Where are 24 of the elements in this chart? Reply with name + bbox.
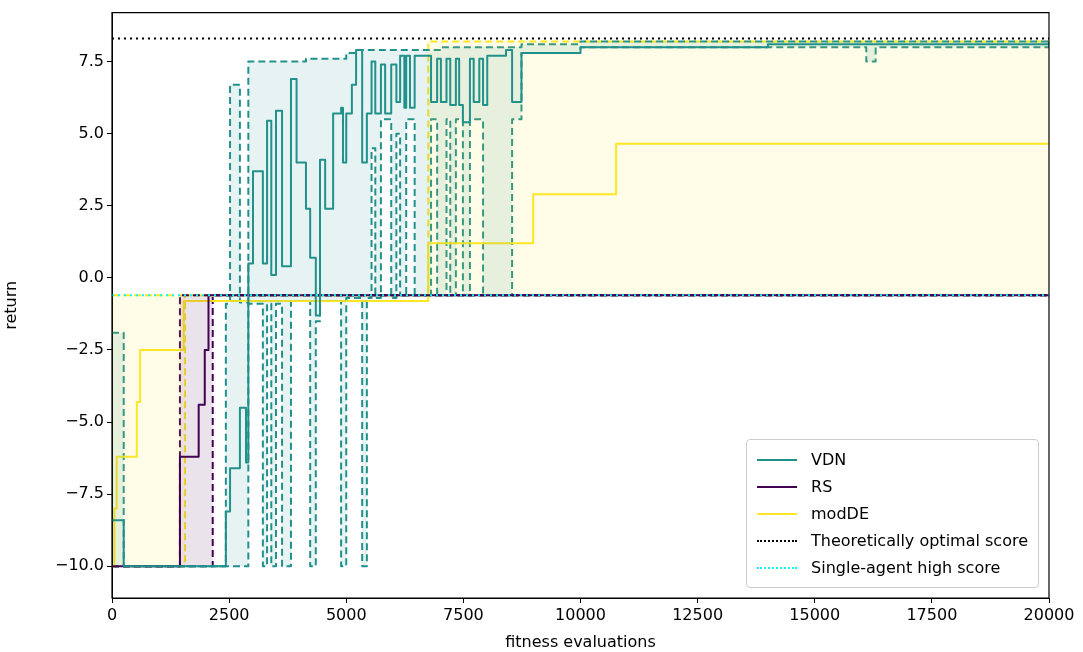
x-tick-label: 10000: [555, 604, 606, 624]
y-axis-title: return: [0, 280, 20, 330]
x-tick-label: 5000: [325, 604, 367, 624]
x-tick-label: 15000: [789, 604, 841, 624]
y-tick-label: 0.0: [78, 267, 104, 287]
x-tick-label: 17500: [906, 604, 958, 624]
y-tick-label: −2.5: [65, 339, 104, 359]
legend-label: RS: [811, 477, 833, 496]
x-tick-label: 0: [106, 604, 118, 624]
y-tick-label: −5.0: [65, 411, 104, 431]
x-axis-title: fitness evaluations: [505, 631, 656, 651]
x-tick-label: 7500: [443, 604, 484, 624]
y-tick-label: −10.0: [54, 555, 104, 575]
legend-label: Theoretically optimal score: [811, 531, 1028, 550]
y-tick-label: 7.5: [78, 50, 104, 70]
legend-label: modDE: [811, 504, 869, 523]
y-tick-label: −7.5: [65, 483, 104, 503]
x-tick-label: 20000: [1023, 604, 1075, 624]
legend-label: VDN: [811, 450, 847, 469]
x-tick-label: 12500: [672, 604, 724, 624]
y-tick-label: 5.0: [78, 122, 104, 142]
x-tick-label: 2500: [208, 604, 250, 624]
legend-label: Single-agent high score: [811, 558, 1001, 577]
y-tick-label: 2.5: [78, 194, 104, 214]
